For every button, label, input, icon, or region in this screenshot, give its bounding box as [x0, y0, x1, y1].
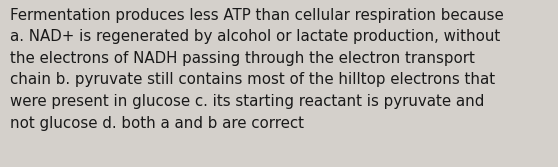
Text: Fermentation produces less ATP than cellular respiration because
a. NAD+ is rege: Fermentation produces less ATP than cell…: [10, 8, 504, 131]
